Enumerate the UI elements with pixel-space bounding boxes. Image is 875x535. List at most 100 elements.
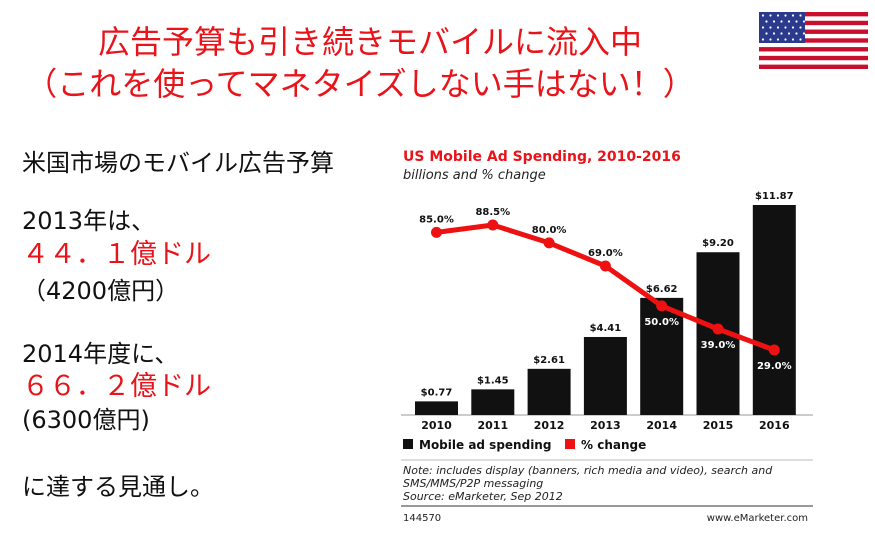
x-tick-2010: 2010 bbox=[421, 419, 452, 432]
bar-2012 bbox=[527, 368, 571, 415]
flag-star bbox=[799, 26, 802, 29]
flag-star bbox=[765, 32, 768, 35]
x-tick-2013: 2013 bbox=[590, 419, 621, 432]
headline-line2: （これを使ってマネタイズしない手はない！） bbox=[25, 65, 695, 103]
chart-note-line2: SMS/MMS/P2P messaging bbox=[403, 477, 543, 490]
flag-stripe bbox=[759, 20, 868, 26]
label-2014: 2014年度に、 bbox=[22, 340, 179, 368]
flag-stripe bbox=[759, 38, 868, 43]
flag-star bbox=[802, 20, 806, 23]
bar-label-2011: $1.45 bbox=[477, 375, 509, 386]
pct-point-2012 bbox=[543, 237, 555, 249]
flag-star bbox=[761, 26, 765, 29]
pct-point-2016 bbox=[768, 344, 780, 356]
chart-title: US Mobile Ad Spending, 2010-2016 bbox=[403, 149, 681, 165]
pct-point-2014 bbox=[656, 300, 668, 312]
bar-label-2012: $2.61 bbox=[533, 355, 565, 366]
legend-swatch-spending bbox=[403, 439, 413, 449]
flag-star bbox=[765, 20, 768, 23]
flag-star bbox=[772, 20, 776, 23]
us-flag-icon bbox=[759, 12, 868, 69]
flag-star bbox=[761, 38, 765, 41]
x-tick-2011: 2011 bbox=[477, 419, 508, 432]
flag-star bbox=[791, 26, 795, 29]
flag-star bbox=[769, 38, 772, 41]
flag-stripe bbox=[759, 25, 868, 30]
x-tick-2014: 2014 bbox=[646, 419, 677, 432]
bar-2014 bbox=[640, 297, 684, 415]
flag-star bbox=[772, 32, 776, 35]
value-2014: ６６．２億ドル bbox=[22, 371, 211, 402]
pct-label-2015: 39.0% bbox=[701, 340, 736, 351]
bar-label-2014: $6.62 bbox=[646, 284, 678, 295]
flag-stripe bbox=[759, 47, 868, 52]
flag-star bbox=[780, 20, 783, 23]
flag-stripe bbox=[759, 12, 868, 17]
pct-label-2013: 69.0% bbox=[588, 248, 623, 259]
pct-label-2011: 88.5% bbox=[475, 207, 510, 218]
flag-star bbox=[787, 20, 791, 23]
pct-point-2013 bbox=[599, 260, 611, 272]
legend-swatch-pct bbox=[565, 439, 575, 449]
pct-label-2014: 50.0% bbox=[644, 317, 679, 328]
flag-star bbox=[776, 38, 780, 41]
flag-star bbox=[802, 32, 806, 35]
flag-stripe bbox=[759, 51, 868, 57]
flag-star bbox=[776, 14, 780, 17]
pct-point-2011 bbox=[487, 219, 499, 231]
flag-star bbox=[784, 38, 787, 41]
pct-label-2016: 29.0% bbox=[757, 361, 792, 372]
flag-stripe bbox=[759, 60, 868, 65]
yen-2014: (6300億円) bbox=[22, 406, 150, 434]
flag-stripe bbox=[759, 42, 868, 48]
flag-star bbox=[776, 26, 780, 29]
flag-star bbox=[799, 14, 802, 17]
bar-2016 bbox=[752, 205, 796, 415]
flag-star bbox=[784, 14, 787, 17]
flag-stripe bbox=[759, 29, 868, 35]
flag-star bbox=[787, 32, 791, 35]
bar-label-2016: $11.87 bbox=[755, 191, 794, 202]
chart-source: Source: eMarketer, Sep 2012 bbox=[403, 490, 563, 503]
bar-2011 bbox=[471, 389, 515, 415]
flag-star bbox=[780, 32, 783, 35]
x-tick-2016: 2016 bbox=[759, 419, 790, 432]
flag-star bbox=[769, 14, 772, 17]
x-tick-2012: 2012 bbox=[534, 419, 565, 432]
bar-2010 bbox=[415, 401, 458, 415]
value-2013: ４４．１億ドル bbox=[22, 239, 211, 270]
chart-note-line1: Note: includes display (banners, rich me… bbox=[403, 464, 773, 477]
chart-subtitle: billions and % change bbox=[403, 168, 546, 183]
yen-2013: （4200億円） bbox=[22, 277, 180, 305]
bar-label-2015: $9.20 bbox=[702, 238, 734, 249]
flag-stripe bbox=[759, 64, 868, 69]
flag-stripe bbox=[759, 16, 868, 22]
flag-star bbox=[795, 32, 798, 35]
label-2013: 2013年は、 bbox=[22, 207, 156, 235]
flag-stripe bbox=[759, 55, 868, 61]
headline-line1: 広告予算も引き続きモバイルに流入中 bbox=[97, 23, 642, 61]
legend-label-pct: % change bbox=[581, 438, 646, 452]
flag-star bbox=[791, 38, 795, 41]
chart-note: Note: includes display (banners, rich me… bbox=[403, 464, 776, 490]
mobile-ad-spending-chart: US Mobile Ad Spending, 2010-2016 billion… bbox=[401, 149, 813, 524]
chart-id: 144570 bbox=[403, 513, 441, 524]
pct-label-2010: 85.0% bbox=[419, 214, 454, 225]
flag-star bbox=[799, 38, 802, 41]
market-heading: 米国市場のモバイル広告予算 bbox=[22, 149, 334, 177]
flag-star bbox=[795, 20, 798, 23]
legend-label-spending: Mobile ad spending bbox=[419, 438, 551, 452]
x-tick-2015: 2015 bbox=[703, 419, 734, 432]
flag-star bbox=[784, 26, 787, 29]
flag-star bbox=[791, 14, 795, 17]
bar-label-2013: $4.41 bbox=[590, 323, 622, 334]
flag-star bbox=[769, 26, 772, 29]
closing-text: に達する見通し。 bbox=[22, 473, 214, 501]
flag-stripe bbox=[759, 33, 868, 39]
bar-2013 bbox=[583, 336, 627, 415]
bar-label-2010: $0.77 bbox=[421, 387, 453, 398]
pct-point-2015 bbox=[712, 323, 724, 335]
pct-label-2012: 80.0% bbox=[532, 225, 567, 236]
chart-panel: US Mobile Ad Spending, 2010-2016 billion… bbox=[393, 135, 818, 530]
emarketer-website: www.eMarketer.com bbox=[707, 513, 808, 524]
